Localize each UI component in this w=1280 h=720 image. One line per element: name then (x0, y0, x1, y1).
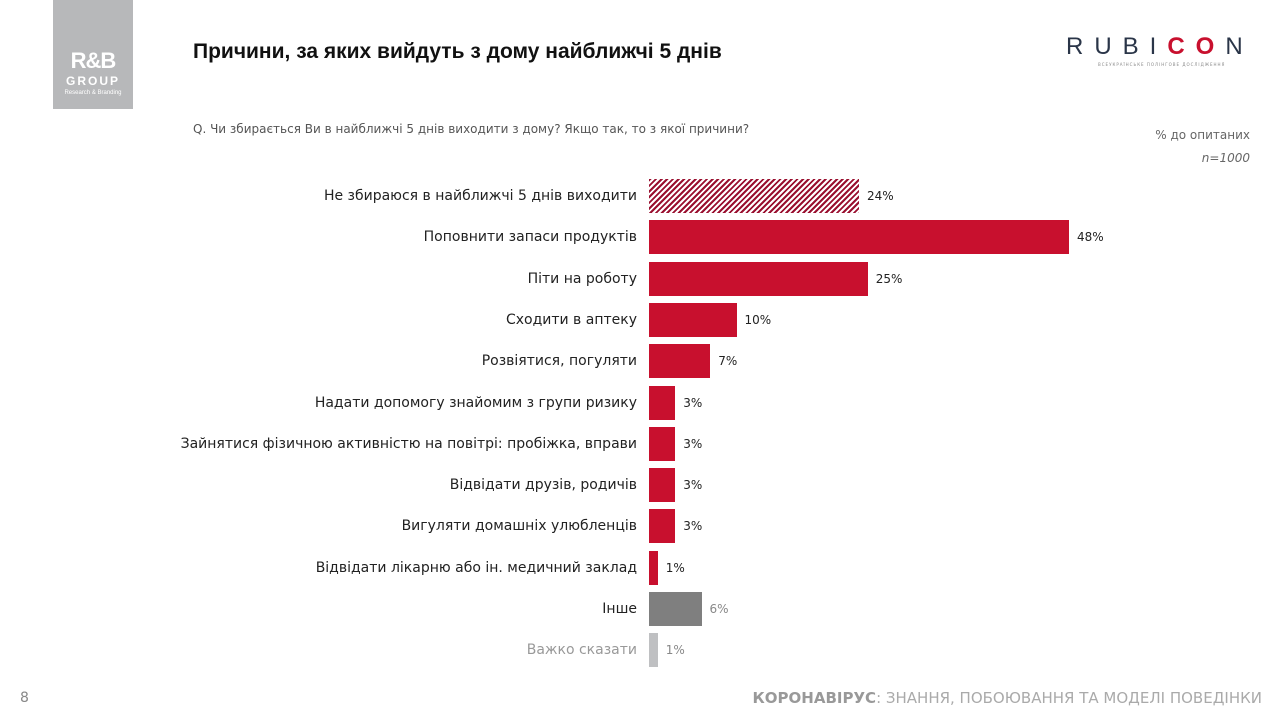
page-number: 8 (20, 690, 29, 706)
bar (649, 385, 676, 420)
category-label: Відвідати друзів, родичів (449, 477, 637, 494)
question-text: Q. Чи збирається Ви в найближчі 5 днів в… (193, 122, 750, 136)
bar (649, 344, 711, 379)
base-n: n=1000 (1201, 151, 1250, 165)
bar (649, 592, 702, 626)
rubicon-c: N (1225, 33, 1254, 60)
category-label: Зайнятися фізичною активністю на повітрі… (180, 435, 637, 452)
data-label: 3% (683, 478, 703, 493)
page-title: Причини, за яких вийдуть з дому найближч… (193, 40, 722, 63)
bar (649, 633, 658, 668)
rb-logo-group: GROUP (65, 74, 120, 88)
data-label: 10% (744, 312, 772, 327)
rubicon-a: RUBI (1066, 33, 1168, 60)
data-label: 6% (709, 602, 729, 616)
category-label: Інше (602, 601, 637, 617)
data-label: 3% (683, 436, 703, 451)
data-label: 7% (718, 354, 738, 369)
bar (649, 468, 676, 503)
rubicon-tagline: ВСЕУКРАЇНСЬКЕ ПОЛІНГОВЕ ДОСЛІДЖЕННЯ (1098, 62, 1226, 67)
bar (649, 550, 658, 585)
footer-bold: КОРОНАВІРУС (752, 689, 877, 707)
data-label: 48% (1077, 230, 1104, 245)
category-label: Не збираюся в найближчі 5 днів виходити (323, 188, 637, 204)
data-label: 3% (683, 519, 703, 534)
data-label: 1% (665, 560, 685, 575)
rubicon-logo: RUBICON (1066, 33, 1254, 61)
bar (649, 261, 868, 296)
category-label: Піти на роботу (527, 270, 637, 287)
category-label: Відвідати лікарню або ін. медичний закла… (315, 559, 637, 576)
rb-group-logo: R&B GROUP Research & Branding (53, 0, 133, 109)
category-label: Важко сказати (526, 642, 637, 659)
bar (649, 426, 676, 461)
bar (649, 302, 737, 337)
data-label: 3% (683, 395, 703, 410)
footer-rest: : ЗНАННЯ, ПОБОЮВАННЯ ТА МОДЕЛІ ПОВЕДІНКИ (876, 689, 1262, 707)
footer-title: КОРОНАВІРУС: ЗНАННЯ, ПОБОЮВАННЯ ТА МОДЕЛ… (753, 689, 1262, 707)
bar (649, 220, 1069, 255)
data-label: 1% (665, 643, 685, 658)
rb-logo-main: R&B (70, 48, 117, 73)
category-label: Поповнити запаси продуктів (423, 229, 637, 246)
data-label: 25% (875, 271, 903, 286)
base-info: % до опитаних n=1000 (1155, 124, 1250, 170)
category-label: Надати допомогу знайомим з групи ризику (314, 394, 637, 411)
rb-logo-sub: Research & Branding (64, 90, 122, 96)
category-label: Вигуляти домашніх улюбленців (401, 518, 637, 535)
data-label: 24% (867, 189, 894, 203)
category-label: Розвіятися, погуляти (481, 353, 637, 370)
rubicon-b: CO (1167, 33, 1226, 60)
bar (649, 179, 859, 213)
bar (649, 509, 676, 544)
category-label: Сходити в аптеку (505, 311, 637, 328)
base-label: % до опитаних (1155, 128, 1250, 142)
